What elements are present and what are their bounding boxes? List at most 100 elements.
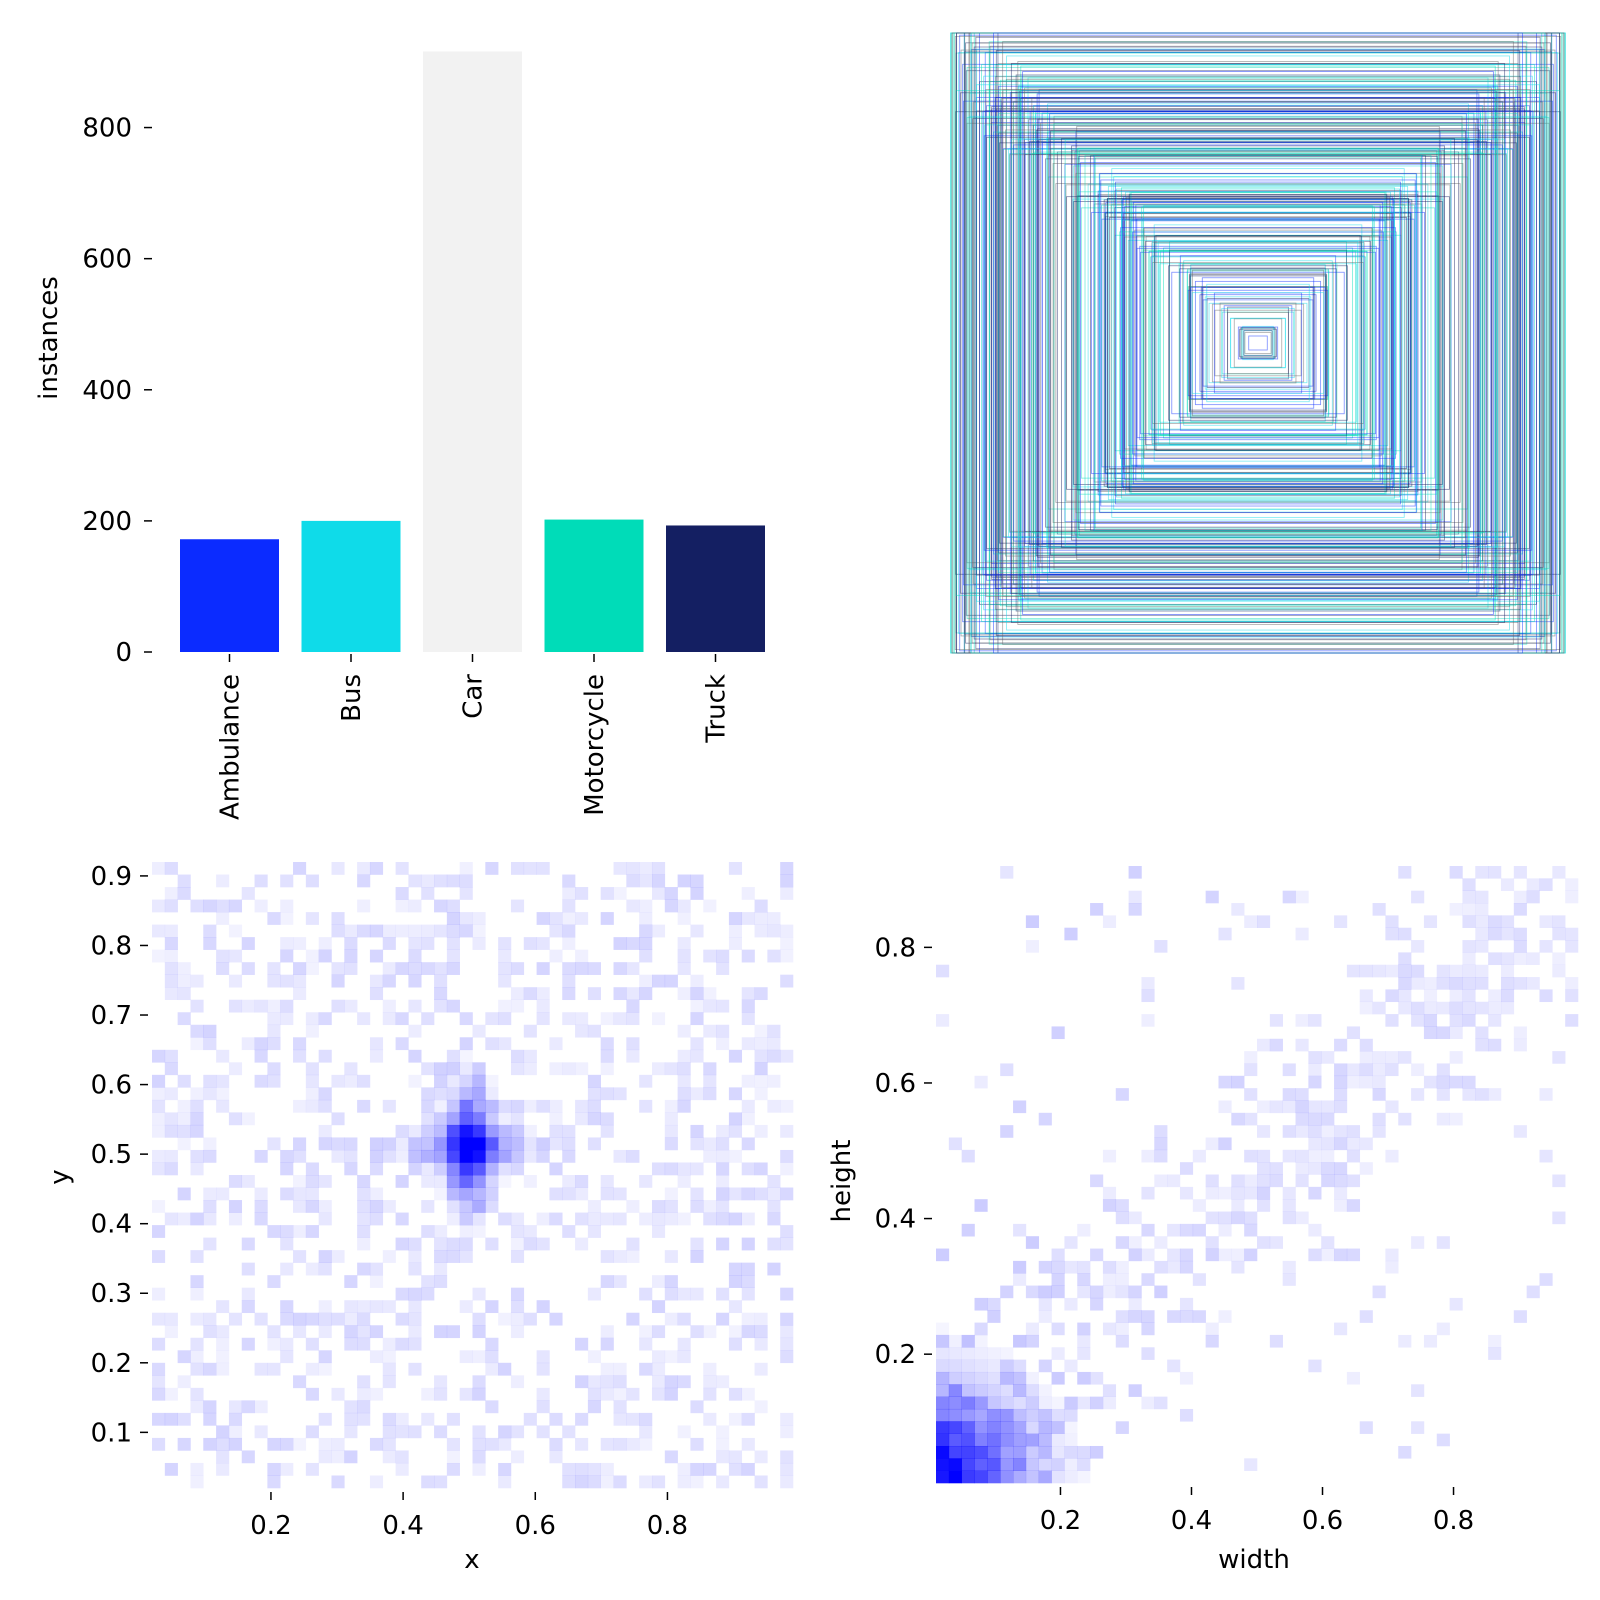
heatmap-cell [408,1250,422,1263]
heatmap-y-tick-label: 0.5 [91,1140,132,1170]
heatmap-cell [1539,940,1553,953]
heatmap-cell [767,1099,781,1113]
xy-y-axis-label: y [45,1169,75,1184]
heatmap-cell [395,1412,409,1426]
bar-y-axis-label: instances [34,276,64,400]
heatmap-cell [780,1475,794,1489]
heatmap-cell [1282,1149,1296,1163]
heatmap-cell [690,1162,704,1176]
heatmap-cell [613,1212,627,1226]
heatmap-cell [1064,1421,1078,1434]
heatmap-cell [1398,1001,1412,1015]
heatmap-cell [369,1049,384,1063]
heatmap-cell [228,1412,243,1426]
heatmap-cell [703,1062,717,1076]
heatmap-cell [1449,964,1463,978]
heatmap-cell [728,1212,743,1226]
heatmap-cell [267,1062,281,1076]
heatmap-cell [1295,1112,1309,1126]
heatmap-cell [267,912,281,925]
bounding-box [960,49,1556,637]
heatmap-cell [703,999,717,1013]
heatmap-cell [1077,1334,1091,1348]
heatmap-cell [974,1470,988,1484]
heatmap-cell [1500,927,1515,941]
bounding-box [984,110,1532,576]
heatmap-cell [190,899,204,913]
heatmap-cell [203,899,217,913]
heatmap-cell [575,887,589,900]
heatmap-cell [280,1162,294,1176]
heatmap-cell [1308,1063,1322,1077]
bounding-box [1141,206,1375,480]
heatmap-cell [267,1325,281,1339]
heatmap-cell [1398,989,1412,1003]
heatmap-cell [1141,1186,1155,1200]
heatmap-cell [446,1325,460,1339]
heatmap-cell [434,1237,448,1251]
heatmap-cell [690,974,704,988]
heatmap-cell [728,1337,743,1351]
heatmap-cell [280,1337,294,1351]
heatmap-cell [1321,1174,1335,1188]
heatmap-cell [587,1387,601,1401]
heatmap-cell [575,949,589,963]
heatmap-cell [639,1099,653,1113]
heatmap-cell [587,1112,601,1126]
heatmap-cell [421,1475,435,1489]
heatmap-cell [536,1387,550,1401]
heatmap-cell [1013,1384,1027,1397]
heatmap-cell [357,924,371,938]
bounding-box [1248,335,1268,351]
heatmap-cell [190,1475,204,1489]
heatmap-cell [254,1400,268,1414]
heatmap-cell [613,862,627,875]
heatmap-cell [434,1162,448,1176]
bounding-box [968,115,1548,571]
heatmap-cell [741,1162,755,1176]
heatmap-cell [1128,866,1142,879]
heatmap-cell [357,1325,371,1339]
heatmap-cell [639,1212,653,1226]
heatmap-cell [510,1312,525,1326]
heatmap-cell [408,1074,422,1088]
heatmap-cell [549,1137,563,1151]
heatmap-cell [395,1137,409,1151]
heatmap-cell [1423,915,1438,928]
heatmap-cell [305,1012,319,1026]
heatmap-cell [1462,1075,1476,1089]
heatmap-cell [331,1450,345,1464]
heatmap-cell [716,1037,730,1051]
heatmap-cell [318,1212,332,1226]
heatmap-cell [1513,927,1527,941]
heatmap-cell [664,1312,678,1326]
heatmap-cell [177,1375,191,1389]
bar-y-tick-label: 600 [82,245,132,275]
heatmap-cell [703,1149,717,1163]
heatmap-cell [318,1087,332,1101]
heatmap-cell [549,1212,563,1226]
heatmap-cell [562,1137,576,1151]
bounding-box [1078,191,1438,495]
heatmap-cell [510,1237,525,1251]
heatmap-cell [651,1225,666,1238]
heatmap-cell [1462,878,1476,891]
heatmap-cell [1077,1322,1091,1336]
heatmap-cell [587,1350,601,1364]
bar-x-tick-label: Motorcycle [580,674,610,816]
bounding-box [986,136,1530,550]
bar-y-tick-label: 400 [82,376,132,406]
bounding-box [1031,153,1485,533]
heatmap-cell [331,999,345,1013]
heatmap-cell [1308,1223,1322,1237]
heatmap-cell [1385,1248,1399,1262]
heatmap-cell [216,874,230,888]
heatmap-cell [626,874,640,888]
heatmap-cell [1449,1014,1463,1027]
heatmap-cell [664,1375,678,1389]
heatmap-cell [280,1350,294,1364]
heatmap-cell [741,949,755,963]
heatmap-cell [664,1099,678,1113]
heatmap-cell [510,1124,525,1138]
heatmap-cell [1295,1088,1309,1101]
